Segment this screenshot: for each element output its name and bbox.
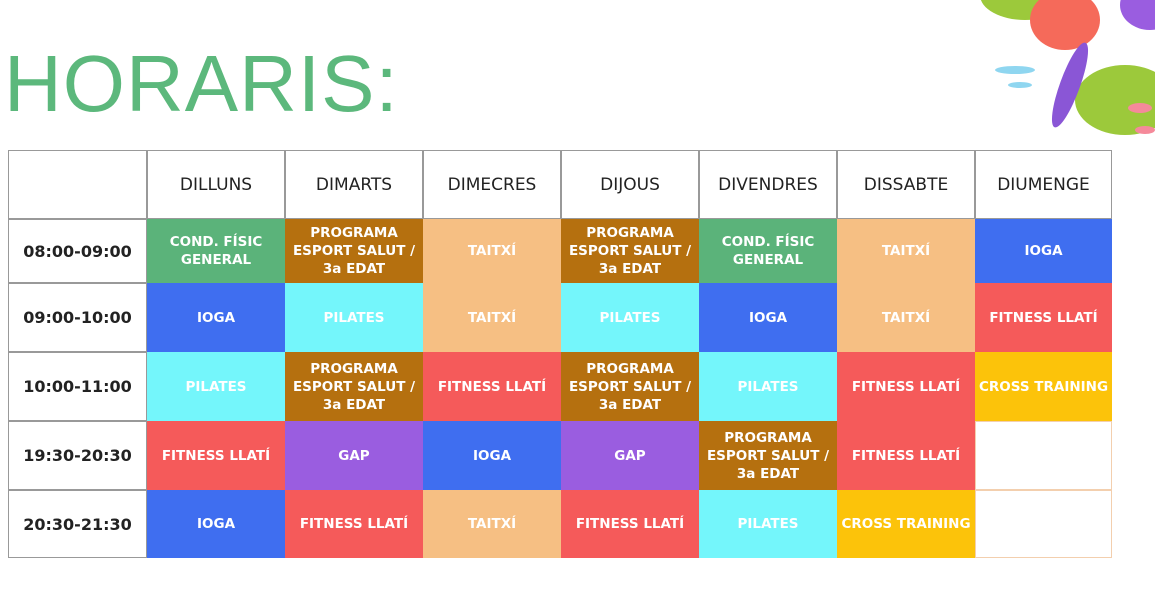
corner-cell <box>8 150 147 219</box>
empty-cell <box>975 421 1112 490</box>
class-cell: FITNESS LLATÍ <box>423 352 561 421</box>
day-header: DIJOUS <box>561 150 699 219</box>
day-header: DILLUNS <box>147 150 285 219</box>
decoration <box>980 0 1155 135</box>
class-cell: IOGA <box>423 421 561 490</box>
class-cell: IOGA <box>699 283 837 352</box>
class-cell: IOGA <box>975 219 1112 283</box>
class-cell: FITNESS LLATÍ <box>837 352 975 421</box>
class-cell: PROGRAMA ESPORT SALUT / 3a EDAT <box>285 219 423 283</box>
time-cell: 09:00-10:00 <box>8 283 147 352</box>
empty-cell <box>975 490 1112 558</box>
time-cell: 10:00-11:00 <box>8 352 147 421</box>
class-cell: TAITXÍ <box>423 219 561 283</box>
time-cell: 20:30-21:30 <box>8 490 147 558</box>
class-cell: IOGA <box>147 490 285 558</box>
class-cell: CROSS TRAINING <box>975 352 1112 421</box>
class-cell: FITNESS LLATÍ <box>837 421 975 490</box>
class-cell: FITNESS LLATÍ <box>561 490 699 558</box>
class-cell: PILATES <box>147 352 285 421</box>
class-cell: CROSS TRAINING <box>837 490 975 558</box>
class-cell: FITNESS LLATÍ <box>285 490 423 558</box>
class-cell: TAITXÍ <box>423 283 561 352</box>
day-header: DIMARTS <box>285 150 423 219</box>
class-cell: GAP <box>561 421 699 490</box>
class-cell: COND. FÍSIC GENERAL <box>147 219 285 283</box>
class-cell: PROGRAMA ESPORT SALUT / 3a EDAT <box>285 352 423 421</box>
class-cell: TAITXÍ <box>837 283 975 352</box>
day-header: DIVENDRES <box>699 150 837 219</box>
title: HORARIS: <box>4 39 399 128</box>
time-cell: 19:30-20:30 <box>8 421 147 490</box>
day-header: DIUMENGE <box>975 150 1112 219</box>
class-cell: IOGA <box>147 283 285 352</box>
class-cell: FITNESS LLATÍ <box>975 283 1112 352</box>
class-cell: PILATES <box>699 490 837 558</box>
time-cell: 08:00-09:00 <box>8 219 147 283</box>
class-cell: PILATES <box>699 352 837 421</box>
class-cell: TAITXÍ <box>423 490 561 558</box>
class-cell: GAP <box>285 421 423 490</box>
class-cell: PILATES <box>285 283 423 352</box>
day-header: DISSABTE <box>837 150 975 219</box>
class-cell: PILATES <box>561 283 699 352</box>
class-cell: PROGRAMA ESPORT SALUT / 3a EDAT <box>699 421 837 490</box>
day-header: DIMECRES <box>423 150 561 219</box>
class-cell: PROGRAMA ESPORT SALUT / 3a EDAT <box>561 352 699 421</box>
class-cell: PROGRAMA ESPORT SALUT / 3a EDAT <box>561 219 699 283</box>
class-cell: TAITXÍ <box>837 219 975 283</box>
class-cell: FITNESS LLATÍ <box>147 421 285 490</box>
class-cell: COND. FÍSIC GENERAL <box>699 219 837 283</box>
